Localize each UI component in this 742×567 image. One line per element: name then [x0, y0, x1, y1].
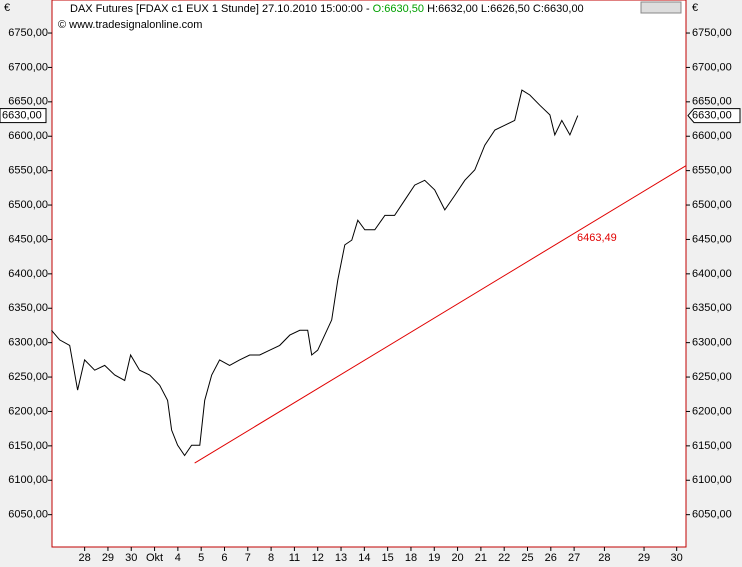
price-tag-right [687, 108, 741, 124]
y-tick-label-right: 6600,00 [692, 130, 732, 142]
y-tick-label-right: 6100,00 [692, 474, 732, 486]
y-tick-label-right: 6300,00 [692, 337, 732, 349]
y-tick-label: 6550,00 [8, 165, 48, 177]
price-line [51, 89, 579, 457]
y-tick-label: 6700,00 [8, 61, 48, 73]
y-tick-label-right: 6050,00 [692, 509, 732, 521]
x-tick-label: 28 [79, 552, 91, 564]
x-tick-label: 13 [335, 552, 347, 564]
x-tick-label: 7 [245, 552, 251, 564]
y-tick-label: 6450,00 [8, 233, 48, 245]
y-tick-label-right: 6650,00 [692, 96, 732, 108]
x-tick-label: 22 [498, 552, 510, 564]
x-tick-label: Okt [146, 552, 163, 564]
x-tick-label: 30 [671, 552, 683, 564]
x-tick-label: 18 [405, 552, 417, 564]
title-main: DAX Futures [FDAX c1 EUX 1 Stunde] 27.10… [70, 3, 373, 15]
chart-subtitle: © www.tradesignalonline.com [58, 19, 202, 31]
x-tick-label: 30 [125, 552, 137, 564]
x-tick-label: 28 [598, 552, 610, 564]
currency-left: € [4, 2, 10, 14]
nav-buttons[interactable] [640, 1, 682, 14]
price-tag-left-label: 6630,00 [2, 109, 42, 121]
y-tick-label-right: 6500,00 [692, 199, 732, 211]
y-tick-label: 6500,00 [8, 199, 48, 211]
y-tick-label-right: 6400,00 [692, 268, 732, 280]
x-tick-label: 4 [175, 552, 181, 564]
y-tick-label-right: 6550,00 [692, 165, 732, 177]
price-tag-left [0, 108, 47, 124]
y-tick-label: 6250,00 [8, 371, 48, 383]
y-tick-label: 6150,00 [8, 440, 48, 452]
y-tick-label: 6200,00 [8, 405, 48, 417]
y-tick-label: 6100,00 [8, 474, 48, 486]
y-tick-label: 6600,00 [8, 130, 48, 142]
y-tick-label-right: 6750,00 [692, 27, 732, 39]
y-tick-label-right: 6150,00 [692, 440, 732, 452]
x-tick-label: 12 [312, 552, 324, 564]
title-rest: H:6632,00 L:6626,50 C:6630,00 [424, 3, 584, 15]
y-tick-label-right: 6200,00 [692, 405, 732, 417]
plot-area [51, 0, 687, 548]
y-tick-label: 6350,00 [8, 302, 48, 314]
price-tag-right-label: 6630,00 [692, 109, 732, 121]
x-tick-label: 27 [568, 552, 580, 564]
y-tick-label: 6650,00 [8, 96, 48, 108]
y-tick-label: 6050,00 [8, 509, 48, 521]
y-tick-label-right: 6450,00 [692, 233, 732, 245]
trendline [194, 165, 687, 464]
x-tick-label: 29 [638, 552, 650, 564]
currency-right: € [692, 2, 698, 14]
x-tick-label: 5 [198, 552, 204, 564]
x-tick-label: 25 [521, 552, 533, 564]
x-tick-label: 11 [289, 552, 300, 564]
y-tick-label: 6750,00 [8, 27, 48, 39]
y-tick-label-right: 6250,00 [692, 371, 732, 383]
y-tick-label: 6400,00 [8, 268, 48, 280]
x-tick-label: 29 [102, 552, 114, 564]
x-tick-label: 15 [382, 552, 394, 564]
x-tick-label: 19 [428, 552, 440, 564]
y-tick-label-right: 6350,00 [692, 302, 732, 314]
x-tick-label: 20 [451, 552, 463, 564]
x-tick-label: 14 [358, 552, 370, 564]
trendline-label: 6463,49 [577, 232, 617, 244]
x-tick-label: 8 [268, 552, 274, 564]
chart-title: DAX Futures [FDAX c1 EUX 1 Stunde] 27.10… [70, 3, 584, 15]
x-tick-label: 6 [221, 552, 227, 564]
y-tick-label: 6300,00 [8, 337, 48, 349]
x-tick-label: 21 [475, 552, 487, 564]
y-tick-label-right: 6700,00 [692, 61, 732, 73]
title-open: O:6630,50 [373, 3, 424, 15]
x-tick-label: 26 [545, 552, 557, 564]
